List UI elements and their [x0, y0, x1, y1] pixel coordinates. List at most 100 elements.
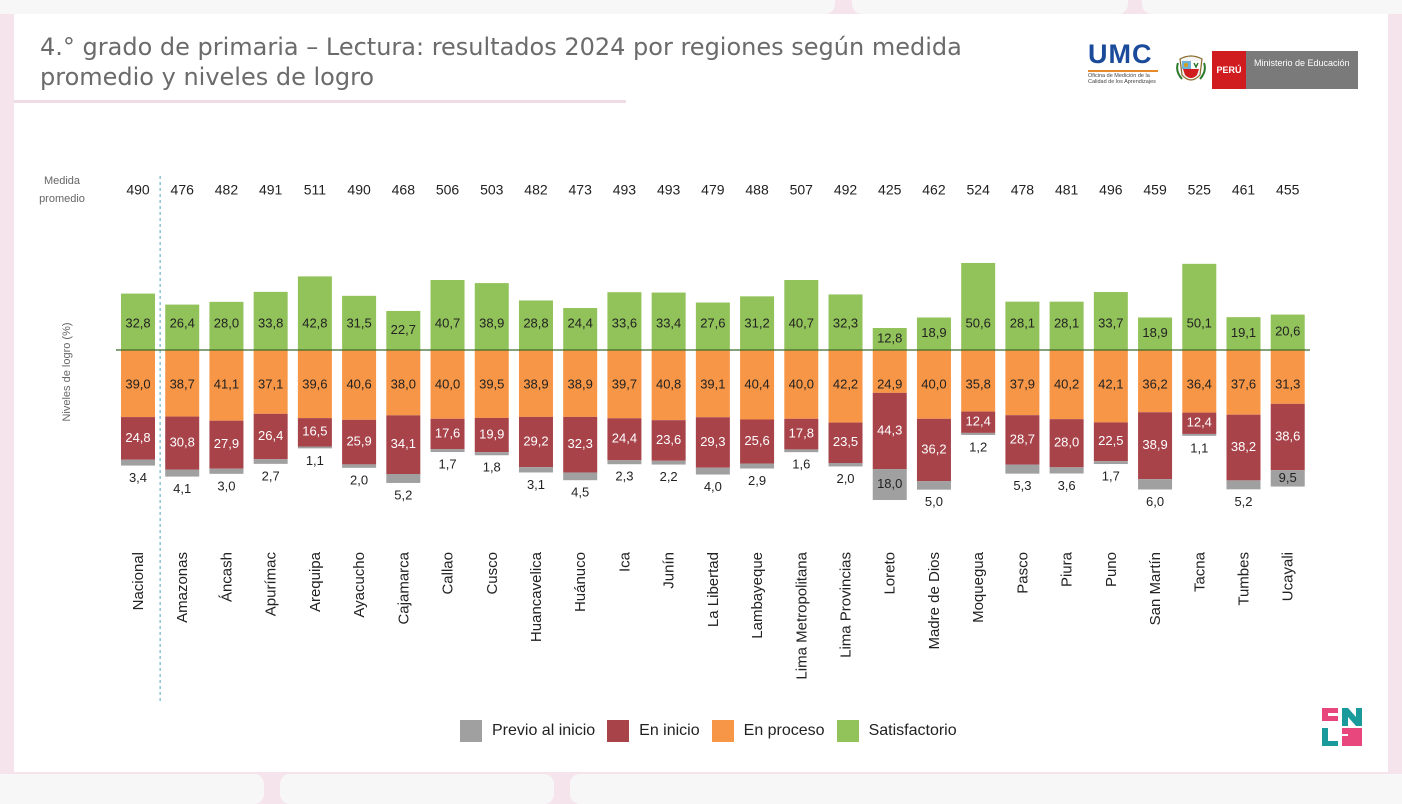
legend-item-proceso: En proceso — [711, 720, 825, 742]
data-label-proceso: 38,0 — [391, 376, 416, 391]
umc-logo-rule — [1088, 70, 1158, 72]
data-label-satisfactorio: 24,4 — [568, 315, 593, 330]
bar-proceso — [784, 350, 819, 419]
data-label-inicio: 38,6 — [1275, 428, 1300, 443]
category-label: Tumbes — [1236, 552, 1253, 606]
data-label-inicio: 34,1 — [391, 436, 416, 451]
y-axis-label: Niveles de logro (%) — [61, 322, 73, 421]
bar-satisfactorio — [1226, 317, 1261, 350]
bar-satisfactorio — [1182, 263, 1217, 350]
bar-satisfactorio — [1005, 301, 1040, 350]
background-tile — [0, 0, 835, 14]
bar-previo — [563, 472, 598, 481]
data-label-satisfactorio: 19,1 — [1231, 325, 1256, 340]
data-label-satisfactorio: 20,6 — [1275, 324, 1300, 339]
data-label-inicio: 17,8 — [789, 426, 814, 441]
bar-proceso — [1049, 350, 1084, 420]
data-label-previo: 2,2 — [660, 469, 678, 484]
data-label-inicio: 29,3 — [700, 434, 725, 449]
medida-promedio-value: 503 — [480, 182, 504, 198]
data-label-inicio: 23,6 — [656, 432, 681, 447]
medida-promedio-value: 481 — [1055, 182, 1079, 198]
bar-inicio — [386, 415, 421, 475]
data-label-inicio: 36,2 — [921, 441, 946, 456]
bar-previo — [430, 449, 465, 452]
data-label-satisfactorio: 33,7 — [1098, 315, 1123, 330]
bar-previo — [1226, 480, 1261, 490]
data-label-previo: 3,6 — [1058, 478, 1076, 493]
bar-proceso — [961, 350, 996, 412]
bar-inicio — [342, 419, 377, 465]
bar-proceso — [1005, 350, 1040, 416]
category-label: Piura — [1059, 551, 1076, 587]
data-label-previo: 1,6 — [792, 457, 810, 472]
category-label: Junín — [661, 552, 678, 589]
bar-proceso — [474, 350, 509, 418]
medida-promedio-value: 490 — [347, 182, 371, 198]
data-label-proceso: 38,7 — [170, 376, 195, 391]
data-label-inicio: 19,9 — [479, 426, 504, 441]
legend-swatch-inicio — [607, 720, 630, 742]
data-label-previo: 1,1 — [306, 453, 324, 468]
data-label-previo: 4,5 — [571, 485, 589, 500]
data-label-previo: 9,5 — [1279, 470, 1297, 485]
data-label-satisfactorio: 18,9 — [921, 325, 946, 340]
bar-inicio — [474, 417, 509, 453]
data-label-inicio: 26,4 — [258, 428, 283, 443]
bar-satisfactorio — [1138, 317, 1173, 350]
data-label-proceso: 40,4 — [744, 376, 769, 391]
category-label: Cusco — [484, 552, 501, 595]
bar-inicio — [740, 419, 775, 464]
data-label-proceso: 39,0 — [125, 376, 150, 391]
bar-proceso — [297, 350, 332, 419]
row-label: Medida — [44, 175, 81, 187]
data-label-proceso: 40,2 — [1054, 376, 1079, 391]
bar-satisfactorio — [828, 294, 863, 350]
data-label-proceso: 36,2 — [1142, 376, 1167, 391]
data-label-previo: 1,8 — [483, 460, 501, 475]
bar-previo — [253, 459, 288, 464]
bar-previo — [1182, 433, 1217, 436]
medida-promedio-value: 496 — [1099, 182, 1123, 198]
bar-inicio — [1093, 422, 1128, 462]
data-label-previo: 2,3 — [615, 469, 633, 484]
bar-proceso — [695, 350, 730, 418]
data-label-previo: 4,1 — [173, 481, 191, 496]
bar-previo — [342, 464, 377, 468]
bar-satisfactorio — [784, 279, 819, 350]
bar-satisfactorio — [518, 300, 553, 350]
bar-proceso — [740, 350, 775, 420]
data-label-satisfactorio: 33,6 — [612, 315, 637, 330]
data-label-proceso: 42,2 — [833, 376, 858, 391]
bar-inicio — [1049, 419, 1084, 468]
data-label-inicio: 16,5 — [302, 424, 327, 439]
data-label-proceso: 36,4 — [1187, 376, 1212, 391]
bar-previo — [165, 469, 200, 477]
legend-item-satisfactorio: Satisfactorio — [836, 720, 957, 742]
data-label-inicio: 38,9 — [1142, 437, 1167, 452]
bar-satisfactorio — [386, 310, 421, 350]
data-label-previo: 5,0 — [925, 494, 943, 509]
bar-previo — [474, 452, 509, 456]
bar-proceso — [651, 350, 686, 421]
category-label: Cajamarca — [395, 551, 412, 624]
bar-satisfactorio — [607, 292, 642, 350]
data-label-previo: 3,4 — [129, 470, 147, 485]
data-label-previo: 6,0 — [1146, 494, 1164, 509]
bar-satisfactorio — [253, 291, 288, 350]
data-label-satisfactorio: 22,7 — [391, 322, 416, 337]
data-label-inicio: 24,8 — [125, 430, 150, 445]
medida-promedio-value: 493 — [657, 182, 681, 198]
category-label: Callao — [440, 552, 457, 595]
bar-previo — [695, 467, 730, 475]
bar-satisfactorio — [121, 293, 155, 350]
bar-satisfactorio — [209, 301, 244, 350]
data-label-inicio: 17,6 — [435, 425, 460, 440]
data-label-inicio: 44,3 — [877, 422, 902, 437]
data-label-satisfactorio: 27,6 — [700, 315, 725, 330]
bar-previo — [916, 481, 951, 490]
category-label: Madre de Dios — [926, 552, 943, 650]
bar-satisfactorio — [474, 283, 509, 350]
medida-promedio-value: 524 — [967, 182, 991, 198]
bar-satisfactorio — [342, 295, 377, 350]
